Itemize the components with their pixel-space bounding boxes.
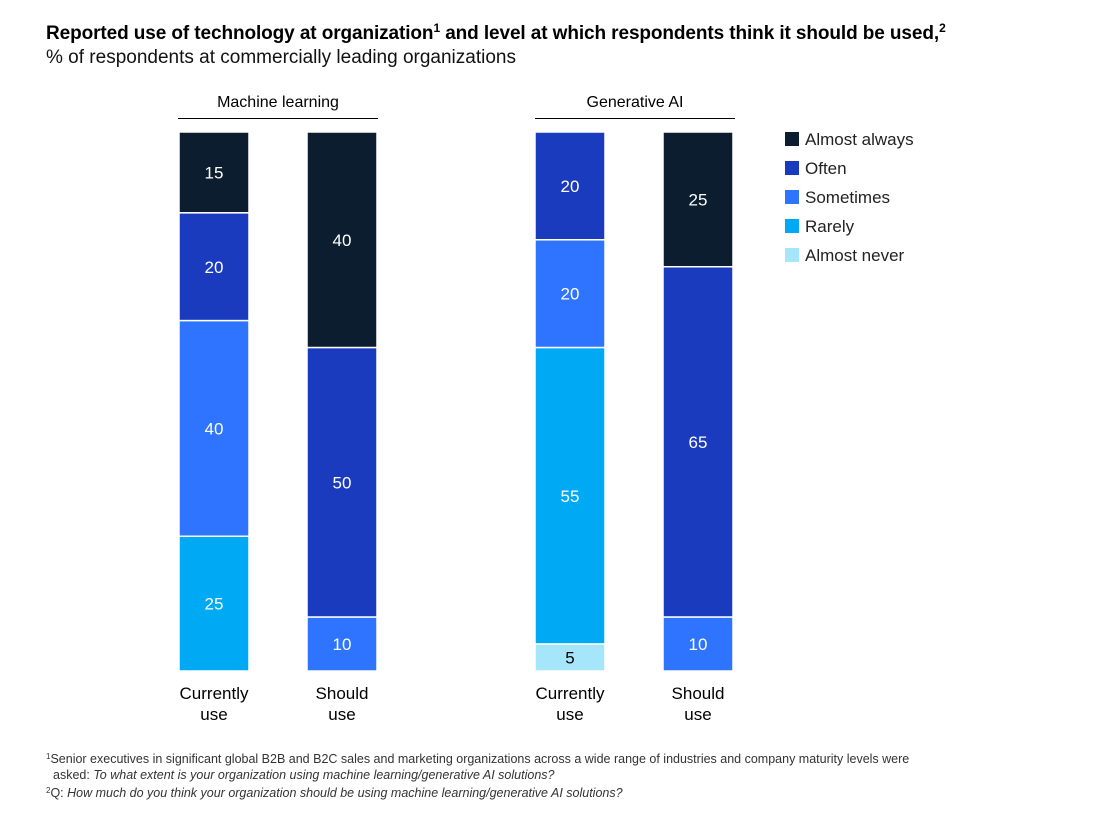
data-label-machine-learning-0-often: 20 bbox=[205, 258, 224, 277]
bar-segment-machine-learning-1-sometimes bbox=[306, 616, 378, 672]
bar-segment-machine-learning-0-sometimes bbox=[178, 319, 250, 537]
data-label-generative-ai-0-almost-never: 5 bbox=[565, 649, 574, 668]
data-label-machine-learning-1-often: 50 bbox=[333, 473, 352, 492]
data-label-generative-ai-1-sometimes: 10 bbox=[689, 635, 708, 654]
data-label-generative-ai-0-often: 20 bbox=[561, 177, 580, 196]
title-text-2: and level at which respondents think it … bbox=[440, 23, 940, 44]
group-title-machine-learning: Machine learning bbox=[217, 94, 339, 111]
group-title-generative-ai: Generative AI bbox=[587, 94, 684, 111]
data-label-machine-learning-0-rarely: 25 bbox=[205, 595, 224, 614]
bar-label-generative-ai-1-line2: use bbox=[684, 705, 711, 724]
bar-segment-generative-ai-0-sometimes bbox=[534, 239, 606, 349]
legend-label-almost-never: Almost never bbox=[805, 246, 905, 265]
data-label-generative-ai-0-rarely: 55 bbox=[561, 487, 580, 506]
legend-swatch-almost-always bbox=[785, 132, 799, 146]
bar-label-generative-ai-0-line1: Currently bbox=[536, 684, 605, 703]
footnote-1: 1Senior executives in significant global… bbox=[46, 749, 1046, 768]
bar-segment-machine-learning-0-often bbox=[178, 212, 250, 322]
title-footnote-mark-1: 1 bbox=[433, 21, 441, 35]
bar-segment-machine-learning-0-rarely bbox=[178, 535, 250, 672]
footnote-1-line-2: asked: To what extent is your organizati… bbox=[46, 768, 1046, 784]
bar-label-generative-ai-0-line2: use bbox=[556, 705, 583, 724]
bar-label-machine-learning-0-line2: use bbox=[200, 705, 227, 724]
bar-segment-machine-learning-0-almost-always bbox=[178, 131, 250, 214]
bar-label-machine-learning-0-line1: Currently bbox=[180, 684, 249, 703]
bar-segment-generative-ai-0-rarely bbox=[534, 346, 606, 645]
data-label-generative-ai-1-almost-always: 25 bbox=[689, 190, 708, 209]
footnote-1-mark: 1 bbox=[46, 752, 51, 761]
legend-swatch-rarely bbox=[785, 219, 799, 233]
data-label-machine-learning-0-sometimes: 40 bbox=[205, 419, 224, 438]
title-footnote-mark-2: 2 bbox=[939, 21, 946, 35]
data-label-machine-learning-0-almost-always: 15 bbox=[205, 163, 224, 182]
footnotes: 1Senior executives in significant global… bbox=[46, 749, 1046, 802]
footnote-1-line-2-prefix: asked: bbox=[53, 767, 94, 782]
legend-label-often: Often bbox=[805, 159, 847, 178]
legend-label-almost-always: Almost always bbox=[805, 130, 914, 149]
stacked-bar-chart: Machine learning 15 20 40 25 Currently use 40 50… bbox=[178, 94, 914, 724]
footnote-1-text: Senior executives in significant global … bbox=[50, 752, 910, 766]
legend-label-sometimes: Sometimes bbox=[805, 188, 890, 207]
bar-segment-generative-ai-1-often bbox=[662, 266, 734, 618]
data-label-generative-ai-0-sometimes: 20 bbox=[561, 285, 580, 304]
footnote-2-mark: 2 bbox=[46, 786, 51, 795]
bar-label-generative-ai-1-line1: Should bbox=[672, 684, 725, 703]
data-label-machine-learning-1-almost-always: 40 bbox=[333, 231, 352, 250]
chart-title: Reported use of technology at organizati… bbox=[46, 21, 946, 45]
footnote-2-question: How much do you think your organization … bbox=[67, 786, 623, 800]
data-label-generative-ai-1-often: 65 bbox=[689, 433, 708, 452]
legend-swatch-almost-never bbox=[785, 248, 799, 262]
chart-subtitle: % of respondents at commercially leading… bbox=[46, 47, 516, 68]
footnote-1-question: To what extent is your organization usin… bbox=[93, 767, 555, 782]
bar-label-machine-learning-1-line2: use bbox=[328, 705, 355, 724]
bar-segment-generative-ai-0-often bbox=[534, 131, 606, 241]
bar-segment-generative-ai-1-sometimes bbox=[662, 616, 734, 672]
bar-segment-machine-learning-1-almost-always bbox=[306, 131, 378, 349]
footnote-2: 2Q: How much do you think your organizat… bbox=[46, 783, 1046, 802]
legend-swatch-sometimes bbox=[785, 190, 799, 204]
bar-segment-generative-ai-0-almost-never bbox=[534, 643, 606, 672]
legend-swatch-often bbox=[785, 161, 799, 175]
bar-segment-machine-learning-1-often bbox=[306, 346, 378, 618]
bar-segment-generative-ai-1-almost-always bbox=[662, 131, 734, 268]
legend-label-rarely: Rarely bbox=[805, 217, 855, 236]
data-label-machine-learning-1-sometimes: 10 bbox=[333, 635, 352, 654]
footnote-2-prefix: Q: bbox=[50, 786, 68, 800]
title-text: Reported use of technology at organizati… bbox=[46, 23, 434, 44]
bar-label-machine-learning-1-line1: Should bbox=[316, 684, 369, 703]
